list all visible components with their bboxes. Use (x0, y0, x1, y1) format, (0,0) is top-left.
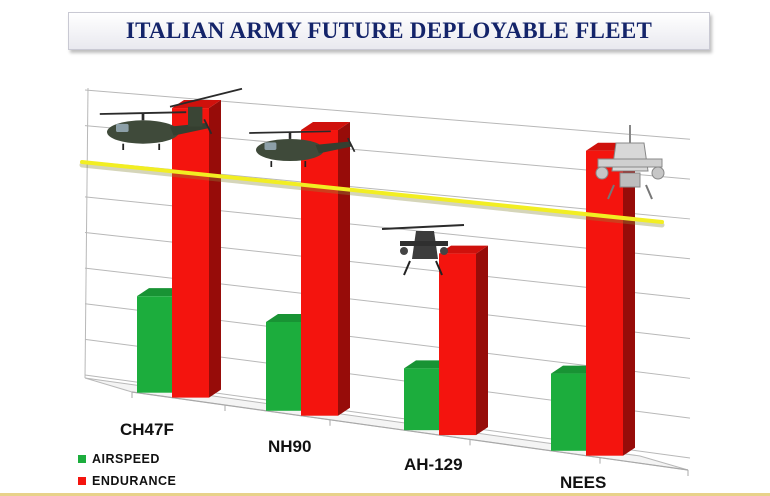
ah129-helicopter-icon (381, 224, 465, 276)
bar-side-face (623, 142, 635, 456)
bar-endurance-ah-129 (439, 245, 488, 436)
bar-side-face (209, 100, 221, 398)
bar-front-face (586, 150, 623, 456)
bar-front-face (301, 130, 338, 416)
cockpit-window (264, 142, 277, 150)
category-label-ah129: AH-129 (404, 455, 463, 474)
bar-front-face (551, 373, 588, 451)
chart-title: ITALIAN ARMY FUTURE DEPLOYABLE FLEET (125, 18, 653, 43)
title-banner: ITALIAN ARMY FUTURE DEPLOYABLE FLEET (68, 12, 710, 50)
fuselage (256, 138, 324, 162)
bar-front-face (439, 253, 476, 436)
bar-front-face (137, 296, 174, 393)
stub-wings (400, 241, 448, 246)
nh90-helicopter-icon (249, 130, 356, 168)
gridline (84, 89, 691, 140)
bar-front-face (172, 108, 209, 398)
bar-top-face (301, 122, 350, 131)
bar-top-face (172, 100, 221, 109)
pod (651, 166, 665, 180)
bar-endurance-nees (586, 142, 635, 456)
category-label-nh90: NH90 (268, 437, 312, 456)
cockpit-window (116, 123, 129, 132)
legend-swatch-endurance (78, 477, 86, 485)
rear-rotor (169, 87, 243, 108)
pod (440, 247, 448, 255)
legend-swatch-airspeed (78, 455, 86, 463)
lower-body (619, 172, 641, 188)
chart-legend: AIRSPEED ENDURANCE (78, 448, 176, 492)
bar-front-face (266, 322, 303, 411)
category-label-nees: NEES (560, 473, 607, 492)
main-rotor (249, 130, 331, 134)
category-label-ch47f: CH47F (120, 420, 174, 439)
reference-line (80, 160, 664, 224)
rear-pylon (188, 106, 203, 127)
reference-line-shadow (79, 162, 665, 228)
tail-boom (315, 141, 352, 154)
tail-rotor (203, 118, 213, 135)
nees-helicopter-icon (595, 125, 665, 200)
landing-gear (645, 184, 653, 200)
pod (400, 247, 408, 255)
slide-bottom-rule (0, 493, 770, 496)
landing-gear (403, 260, 411, 276)
bar-front-face (404, 368, 441, 431)
bar-side-face (476, 245, 488, 436)
bar-endurance-nh90 (301, 122, 350, 416)
bar-endurance-ch47f (172, 100, 221, 398)
landing-gear (607, 184, 615, 200)
bar-top-face (439, 245, 488, 254)
legend-item-airspeed: AIRSPEED (78, 448, 176, 470)
tail-rotor (347, 137, 356, 153)
landing-gear (435, 260, 443, 276)
axis-left-edge (84, 87, 89, 379)
stub-wings (597, 158, 663, 168)
legend-label-endurance: ENDURANCE (92, 474, 177, 488)
bar-side-face (338, 122, 350, 416)
pod (595, 166, 609, 180)
main-rotor (381, 224, 465, 230)
legend-label-airspeed: AIRSPEED (92, 452, 160, 466)
x-axis (131, 391, 689, 471)
legend-item-endurance: ENDURANCE (78, 470, 176, 492)
ch47f-helicopter-icon (99, 87, 243, 151)
